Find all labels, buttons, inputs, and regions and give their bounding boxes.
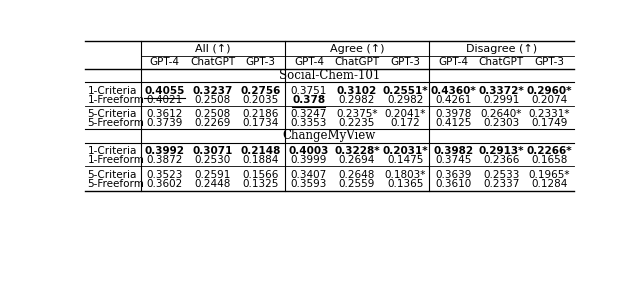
Text: 0.2648: 0.2648: [339, 170, 375, 180]
Text: Disagree (↑): Disagree (↑): [466, 44, 537, 54]
Text: 0.2533: 0.2533: [483, 170, 520, 180]
Text: 0.2266*: 0.2266*: [527, 146, 572, 156]
Text: 0.2991: 0.2991: [483, 95, 520, 105]
Text: 0.3237: 0.3237: [193, 86, 233, 96]
Text: 0.1965*: 0.1965*: [529, 170, 570, 180]
Text: 1-Freeform: 1-Freeform: [88, 95, 144, 105]
Text: ChangeMyView: ChangeMyView: [283, 129, 376, 142]
Text: 0.4003: 0.4003: [289, 146, 329, 156]
Text: GPT-4: GPT-4: [438, 57, 468, 67]
Text: ChatGPT: ChatGPT: [479, 57, 524, 67]
Text: GPT-4: GPT-4: [150, 57, 180, 67]
Text: ChatGPT: ChatGPT: [335, 57, 380, 67]
Text: 1-Criteria: 1-Criteria: [88, 146, 137, 156]
Text: Social-Chem-101: Social-Chem-101: [278, 69, 380, 82]
Text: 0.2035: 0.2035: [243, 95, 279, 105]
Text: 1-Freeform: 1-Freeform: [88, 155, 144, 165]
Text: 0.1749: 0.1749: [531, 118, 568, 128]
Text: 0.2235: 0.2235: [339, 118, 375, 128]
Text: 0.2508: 0.2508: [195, 95, 231, 105]
Text: 5-Freeform: 5-Freeform: [88, 118, 144, 128]
Text: 0.2337: 0.2337: [483, 179, 520, 189]
Text: 0.3247: 0.3247: [291, 109, 327, 120]
Text: 0.3872: 0.3872: [147, 155, 183, 165]
Text: 0.3610: 0.3610: [435, 179, 472, 189]
Text: 0.2448: 0.2448: [195, 179, 231, 189]
Text: 0.1365: 0.1365: [387, 179, 423, 189]
Text: GPT-3: GPT-3: [246, 57, 276, 67]
Text: 0.3639: 0.3639: [435, 170, 472, 180]
Text: 1-Criteria: 1-Criteria: [88, 86, 137, 96]
Text: 0.3353: 0.3353: [291, 118, 327, 128]
Text: 0.2559: 0.2559: [339, 179, 375, 189]
Text: 0.2186: 0.2186: [243, 109, 279, 120]
Text: 5-Freeform: 5-Freeform: [88, 179, 144, 189]
Text: GPT-3: GPT-3: [534, 57, 564, 67]
Text: Agree (↑): Agree (↑): [330, 44, 384, 54]
Text: 0.3372*: 0.3372*: [479, 86, 524, 96]
Text: 0.2269: 0.2269: [195, 118, 231, 128]
Text: 0.3407: 0.3407: [291, 170, 327, 180]
Text: 0.1884: 0.1884: [243, 155, 279, 165]
Text: 0.2031*: 0.2031*: [382, 146, 428, 156]
Text: 0.4125: 0.4125: [435, 118, 472, 128]
Text: 0.4021: 0.4021: [147, 95, 182, 105]
Text: 0.378: 0.378: [292, 95, 326, 105]
Text: 0.4261: 0.4261: [435, 95, 472, 105]
Text: 0.3612: 0.3612: [147, 109, 183, 120]
Text: 0.2694: 0.2694: [339, 155, 375, 165]
Text: GPT-3: GPT-3: [390, 57, 420, 67]
Text: 0.1803*: 0.1803*: [385, 170, 426, 180]
Text: 0.3992: 0.3992: [145, 146, 184, 156]
Text: GPT-4: GPT-4: [294, 57, 324, 67]
Text: 0.3102: 0.3102: [337, 86, 377, 96]
Text: 0.3751: 0.3751: [291, 86, 327, 96]
Text: 0.1475: 0.1475: [387, 155, 423, 165]
Text: 0.2148: 0.2148: [241, 146, 281, 156]
Text: 0.3999: 0.3999: [291, 155, 327, 165]
Text: 0.3978: 0.3978: [435, 109, 472, 120]
Text: 0.2303: 0.2303: [483, 118, 520, 128]
Text: 0.2591: 0.2591: [195, 170, 231, 180]
Text: 5-Criteria: 5-Criteria: [88, 170, 137, 180]
Text: 0.3523: 0.3523: [147, 170, 183, 180]
Text: 0.3071: 0.3071: [193, 146, 233, 156]
Text: 0.2960*: 0.2960*: [527, 86, 572, 96]
Text: 0.2530: 0.2530: [195, 155, 231, 165]
Text: 0.2913*: 0.2913*: [479, 146, 524, 156]
Text: 0.3602: 0.3602: [147, 179, 182, 189]
Text: 0.2074: 0.2074: [531, 95, 568, 105]
Text: 0.4055: 0.4055: [145, 86, 185, 96]
Text: 0.2640*: 0.2640*: [481, 109, 522, 120]
Text: 0.3228*: 0.3228*: [334, 146, 380, 156]
Text: 0.2041*: 0.2041*: [385, 109, 426, 120]
Text: 0.3982: 0.3982: [433, 146, 474, 156]
Text: All (↑): All (↑): [195, 44, 230, 54]
Text: 0.3593: 0.3593: [291, 179, 327, 189]
Text: 0.1325: 0.1325: [243, 179, 279, 189]
Text: 0.2756: 0.2756: [241, 86, 281, 96]
Text: 0.3745: 0.3745: [435, 155, 472, 165]
Text: 5-Criteria: 5-Criteria: [88, 109, 137, 120]
Text: 0.4360*: 0.4360*: [430, 86, 476, 96]
Text: 0.2551*: 0.2551*: [382, 86, 428, 96]
Text: 0.1658: 0.1658: [531, 155, 568, 165]
Text: ChatGPT: ChatGPT: [190, 57, 236, 67]
Text: 0.172: 0.172: [390, 118, 420, 128]
Text: 0.2982: 0.2982: [339, 95, 375, 105]
Text: 0.3739: 0.3739: [147, 118, 183, 128]
Text: 0.2508: 0.2508: [195, 109, 231, 120]
Text: 0.1734: 0.1734: [243, 118, 279, 128]
Text: 0.2366: 0.2366: [483, 155, 520, 165]
Text: 0.1566: 0.1566: [243, 170, 279, 180]
Text: 0.2375*: 0.2375*: [336, 109, 378, 120]
Text: 0.2982: 0.2982: [387, 95, 423, 105]
Text: 0.2331*: 0.2331*: [529, 109, 570, 120]
Text: 0.1284: 0.1284: [531, 179, 568, 189]
